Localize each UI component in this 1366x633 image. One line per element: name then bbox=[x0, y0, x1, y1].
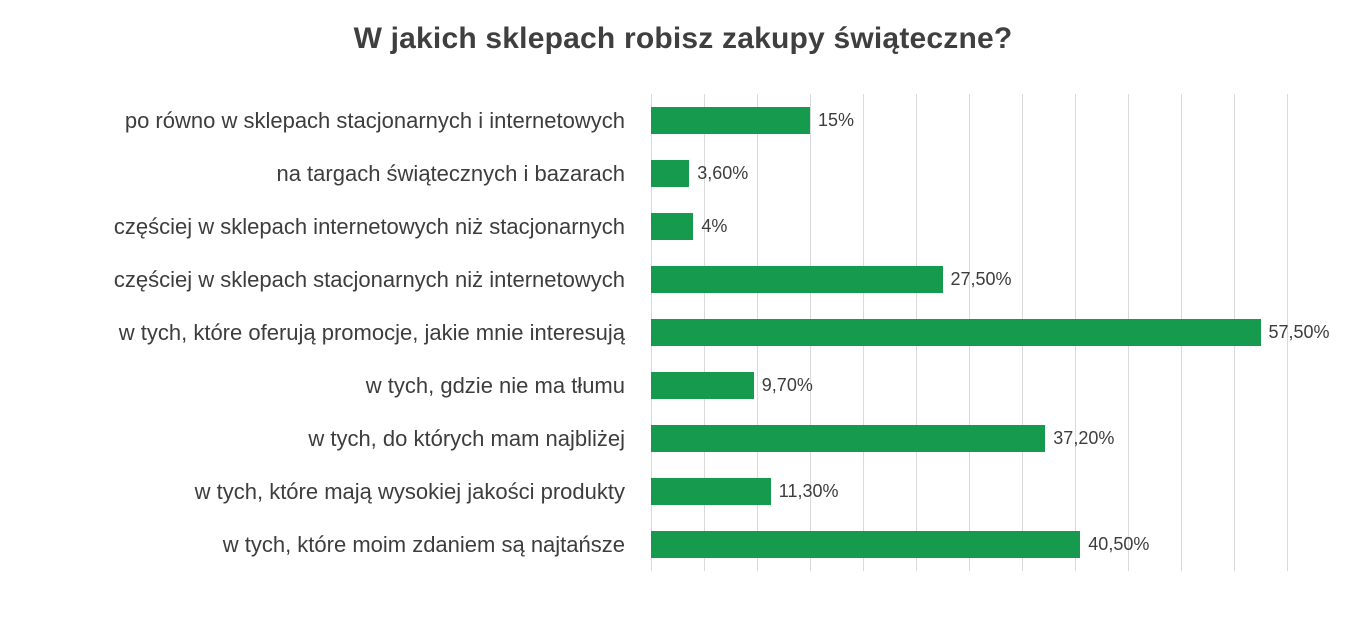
bar bbox=[651, 213, 694, 240]
bar-track: 11,30% bbox=[651, 465, 1288, 518]
bar-track: 37,20% bbox=[651, 412, 1288, 465]
value-label: 4% bbox=[701, 216, 728, 236]
bar-row: na targach świątecznych i bazarach 3,60% bbox=[18, 147, 1366, 200]
value-label: 57,50% bbox=[1268, 322, 1330, 342]
bar-track: 4% bbox=[651, 200, 1288, 253]
bar-row: po równo w sklepach stacjonarnych i inte… bbox=[18, 94, 1366, 147]
category-label: w tych, które oferują promocje, jakie mn… bbox=[118, 319, 625, 345]
bar-row: w tych, które moim zdaniem są najtańsze … bbox=[18, 518, 1366, 571]
value-label: 9,70% bbox=[761, 375, 813, 395]
bar bbox=[651, 266, 943, 293]
bar-row: w tych, do których mam najbliżej 37,20% bbox=[18, 412, 1366, 465]
bar-track: 15% bbox=[651, 94, 1288, 147]
category-label: w tych, gdzie nie ma tłumu bbox=[365, 372, 625, 398]
bar bbox=[651, 319, 1261, 346]
bar-track: 40,50% bbox=[651, 518, 1288, 571]
chart-body: po równo w sklepach stacjonarnych i inte… bbox=[18, 94, 1366, 571]
category-label: częściej w sklepach internetowych niż st… bbox=[113, 213, 625, 239]
bar bbox=[651, 478, 771, 505]
bar bbox=[651, 107, 810, 134]
bar bbox=[651, 160, 690, 187]
category-label: w tych, które mają wysokiej jakości prod… bbox=[194, 478, 625, 504]
value-label: 40,50% bbox=[1088, 534, 1150, 554]
bar-row: w tych, gdzie nie ma tłumu 9,70% bbox=[18, 359, 1366, 412]
chart-title: W jakich sklepach robisz zakupy świątecz… bbox=[353, 22, 1013, 55]
value-label: 3,60% bbox=[697, 163, 749, 183]
category-label: w tych, do których mam najbliżej bbox=[308, 425, 625, 451]
bar-track: 9,70% bbox=[651, 359, 1288, 412]
category-label: w tych, które moim zdaniem są najtańsze bbox=[222, 531, 625, 557]
bar-track: 27,50% bbox=[651, 253, 1288, 306]
bar-row: częściej w sklepach internetowych niż st… bbox=[18, 200, 1366, 253]
value-label: 11,30% bbox=[778, 481, 839, 501]
bar-row: częściej w sklepach stacjonarnych niż in… bbox=[18, 253, 1366, 306]
bar-row: w tych, które oferują promocje, jakie mn… bbox=[18, 306, 1366, 359]
category-label: na targach świątecznych i bazarach bbox=[276, 160, 625, 186]
bar-track: 3,60% bbox=[651, 147, 1288, 200]
bar-row: w tych, które mają wysokiej jakości prod… bbox=[18, 465, 1366, 518]
bar-track: 57,50% bbox=[651, 306, 1330, 359]
category-label: częściej w sklepach stacjonarnych niż in… bbox=[113, 266, 625, 292]
bar bbox=[651, 425, 1046, 452]
bar bbox=[651, 531, 1081, 558]
bar bbox=[651, 372, 754, 399]
value-label: 37,20% bbox=[1053, 428, 1115, 448]
category-label: po równo w sklepach stacjonarnych i inte… bbox=[124, 107, 625, 133]
value-label: 15% bbox=[818, 110, 855, 130]
value-label: 27,50% bbox=[950, 269, 1012, 289]
